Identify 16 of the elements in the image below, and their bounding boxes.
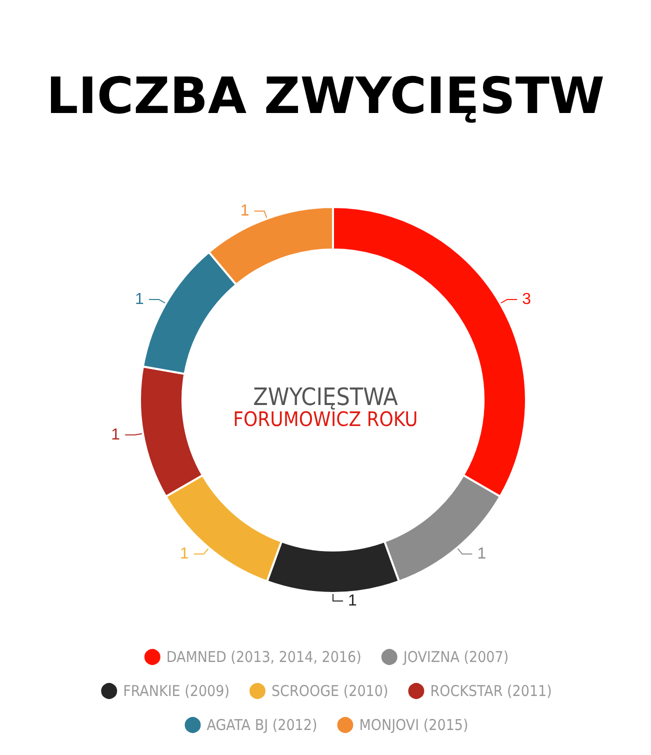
- data-label: 1: [180, 545, 189, 562]
- data-label: 1: [477, 545, 486, 562]
- legend-label: JOVIZNA (2007): [402, 648, 509, 666]
- legend-label: AGATA BJ (2012): [206, 716, 318, 734]
- data-label: 1: [111, 426, 120, 444]
- legend-label: ROCKSTAR (2011): [430, 682, 552, 700]
- legend-label: SCROOGE (2010): [271, 682, 388, 700]
- data-label: 3: [522, 291, 532, 308]
- text: ZWYCIĘSTWA: [253, 383, 398, 411]
- data-label: 1: [240, 202, 250, 220]
- data-label: 1: [135, 291, 144, 308]
- legend-label: MONJOVI (2015): [359, 716, 468, 734]
- data-label: 1: [348, 592, 357, 610]
- legend-label: FRANKIE (2009): [123, 682, 230, 700]
- legend-label: DAMNED (2013, 2014, 2016): [166, 648, 362, 666]
- chart-title: LICZBA ZWYCIĘSTW: [46, 67, 605, 125]
